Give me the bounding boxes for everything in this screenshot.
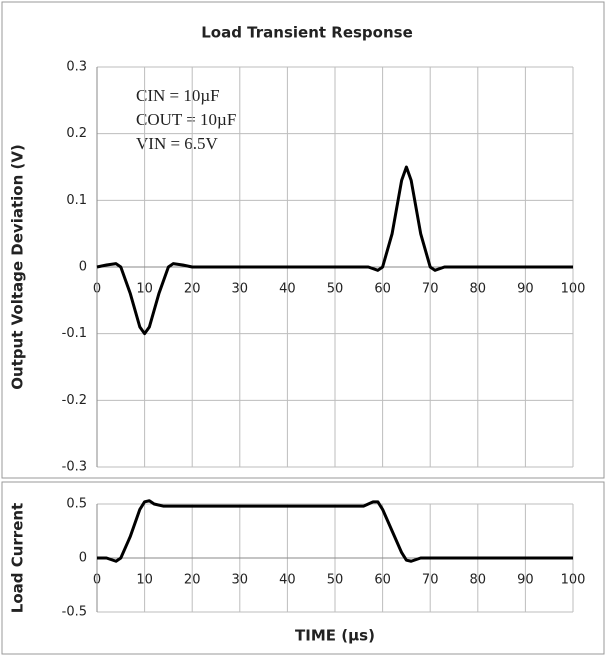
x-tick-label: 80 — [470, 282, 487, 297]
chart-title: Load Transient Response — [201, 24, 413, 42]
y-tick-label: -0.1 — [62, 326, 87, 341]
annotation: CIN = 10µF — [136, 86, 220, 105]
annotation: VIN = 6.5V — [136, 134, 219, 153]
data-line — [97, 499, 573, 563]
panel-frame — [1, 1, 605, 479]
x-tick-label: 30 — [232, 282, 249, 297]
x-axis-label: TIME (µs) — [295, 627, 375, 645]
y-tick-label: 0 — [79, 260, 87, 275]
x-tick-label: 40 — [279, 573, 296, 588]
x-tick-label: 90 — [517, 282, 534, 297]
y-tick-label: 0 — [79, 551, 87, 566]
x-tick-label: 60 — [374, 282, 391, 297]
y-tick-label: -0.2 — [62, 393, 87, 408]
x-tick-label: 70 — [422, 282, 439, 297]
y-axis-label: Load Current — [9, 503, 27, 613]
x-tick-label: 40 — [279, 282, 296, 297]
y-tick-label: 0.3 — [66, 60, 87, 75]
y-tick-label: 0.2 — [66, 126, 87, 141]
y-tick-label: 0.1 — [66, 193, 87, 208]
x-tick-label: 90 — [517, 573, 534, 588]
y-tick-label: -0.5 — [62, 605, 87, 620]
x-tick-label: 100 — [561, 282, 586, 297]
y-tick-label: 0.5 — [66, 497, 87, 512]
x-tick-label: 20 — [184, 573, 201, 588]
annotation: COUT = 10µF — [136, 110, 236, 129]
x-tick-label: 10 — [136, 282, 153, 297]
data-line — [96, 165, 573, 336]
x-tick-label: 70 — [422, 573, 439, 588]
x-tick-label: 80 — [470, 573, 487, 588]
x-tick-label: 60 — [374, 573, 391, 588]
panel-frame — [1, 481, 605, 655]
y-axis-label: Output Voltage Deviation (V) — [9, 144, 27, 390]
x-tick-label: 50 — [327, 282, 344, 297]
x-tick-label: 10 — [136, 573, 153, 588]
x-tick-label: 100 — [561, 573, 586, 588]
x-tick-label: 20 — [184, 282, 201, 297]
y-tick-label: -0.3 — [62, 460, 87, 475]
x-tick-label: 30 — [232, 573, 249, 588]
x-tick-label: 50 — [327, 573, 344, 588]
